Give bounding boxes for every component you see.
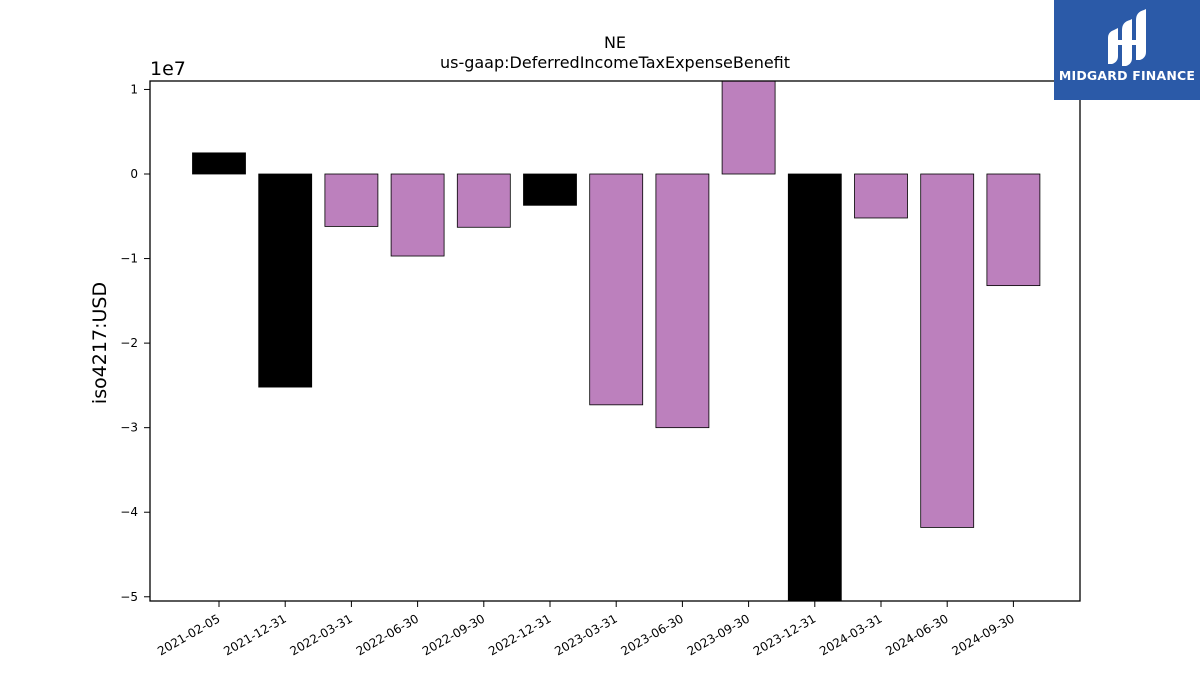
brand-logo: MIDGARD FINANCE [1054, 0, 1200, 100]
bar-2021-02-05 [192, 152, 246, 175]
y-tick-label: 0 [130, 167, 138, 181]
y-tick-label: −3 [120, 421, 138, 435]
x-tick-label: 2024-06-30 [883, 611, 950, 658]
bar-2021-12-31 [258, 173, 313, 388]
x-tick-label: 2023-09-30 [685, 611, 752, 658]
bar-2024-06-30 [920, 173, 975, 528]
y-axis-label: iso4217:USD [89, 282, 111, 404]
bar-2022-09-30 [456, 173, 511, 228]
x-tick-label: 2022-09-30 [420, 611, 487, 658]
bar-2023-09-30 [721, 81, 776, 175]
bar-2022-12-31 [523, 173, 577, 206]
x-tick-label: 2021-12-31 [221, 611, 288, 658]
y-tick-label: −1 [120, 252, 138, 266]
bar-2024-09-30 [986, 173, 1041, 287]
y-offset-label: 1e7 [150, 58, 186, 80]
x-tick-label: 2021-02-05 [155, 611, 222, 658]
x-tick-label: 2022-12-31 [486, 611, 553, 658]
x-tick-label: 2022-03-31 [287, 611, 354, 658]
bar-2023-06-30 [655, 173, 710, 429]
x-tick-label: 2022-06-30 [354, 611, 421, 658]
y-tick-label: −2 [120, 336, 138, 350]
y-tick-label: −5 [120, 590, 138, 604]
chart-title: NE [604, 33, 626, 52]
x-tick-label: 2024-09-30 [949, 611, 1016, 658]
x-tick-label: 2023-12-31 [751, 611, 818, 658]
bar-2023-12-31 [787, 173, 842, 601]
plot-frame [149, 80, 1081, 602]
x-tick-label: 2023-06-30 [618, 611, 685, 658]
bar-2022-06-30 [390, 173, 445, 257]
bar-2024-03-31 [854, 173, 908, 219]
bar-2022-03-31 [324, 173, 379, 227]
y-tick-label: 1 [130, 82, 138, 96]
bar-2023-03-31 [589, 173, 644, 406]
midgard-logo-icon [1108, 9, 1146, 66]
x-tick-label: 2023-03-31 [552, 611, 619, 658]
logo-text: MIDGARD FINANCE [1058, 68, 1196, 83]
x-tick-label: 2024-03-31 [817, 611, 884, 658]
y-tick-label: −4 [120, 505, 138, 519]
chart-subtitle: us-gaap:DeferredIncomeTaxExpenseBenefit [440, 53, 790, 72]
